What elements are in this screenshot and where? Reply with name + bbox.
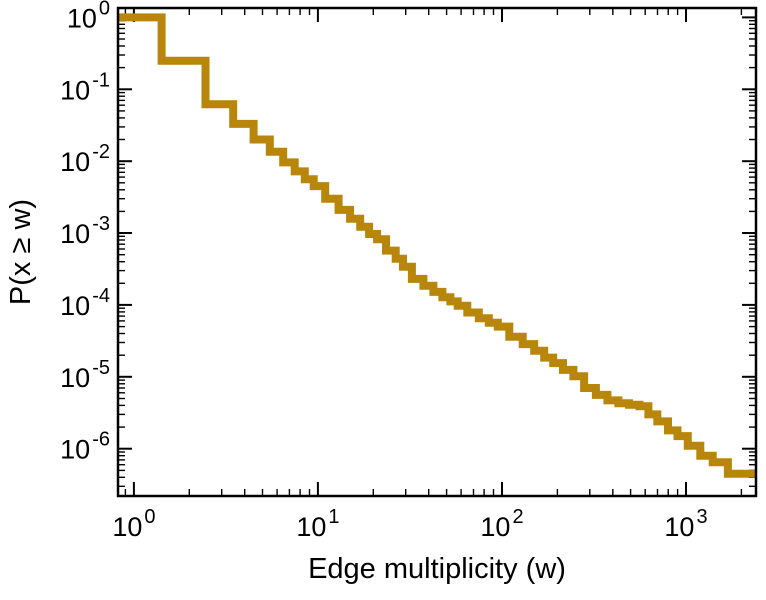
y-tick-label-exponent: 0 [99,0,110,19]
y-tick-label: 10 -3 [60,213,110,249]
tick-labels: 10 0 10 1 10 2 10 310 010 -110 -210 -310 -410 -510 -6 [60,0,707,542]
y-tick-label-exponent: -3 [92,213,110,235]
y-tick-label-exponent: -1 [92,69,110,91]
y-tick-label-exponent: -2 [92,141,110,163]
y-tick-label: 10 -5 [60,357,110,393]
x-tick-label: 10 3 [664,506,707,542]
x-axis-label: Edge multiplicity (w) [308,553,566,585]
y-tick-label: 10 -2 [60,141,110,177]
x-tick-label-exponent: 1 [328,506,339,528]
y-tick-label-exponent: -6 [92,429,110,451]
ccdf-curve [118,13,756,478]
x-tick-label: 10 1 [296,506,339,542]
y-tick-label: 10 -4 [60,285,110,321]
x-tick-label: 10 0 [112,506,155,542]
plot-border [116,6,758,498]
x-tick-label-exponent: 2 [512,506,523,528]
y-tick-label: 10 -6 [60,429,110,465]
y-tick-label: 10 0 [67,0,110,33]
y-tick-label: 10 -1 [60,69,110,105]
x-tick-label-exponent: 0 [144,506,155,528]
y-axis-label: P(x ≥ w) [5,199,37,305]
y-tick-label-exponent: -4 [92,285,110,307]
x-tick-label-exponent: 3 [696,506,707,528]
x-tick-label: 10 2 [480,506,523,542]
y-tick-label-exponent: -5 [92,357,110,379]
